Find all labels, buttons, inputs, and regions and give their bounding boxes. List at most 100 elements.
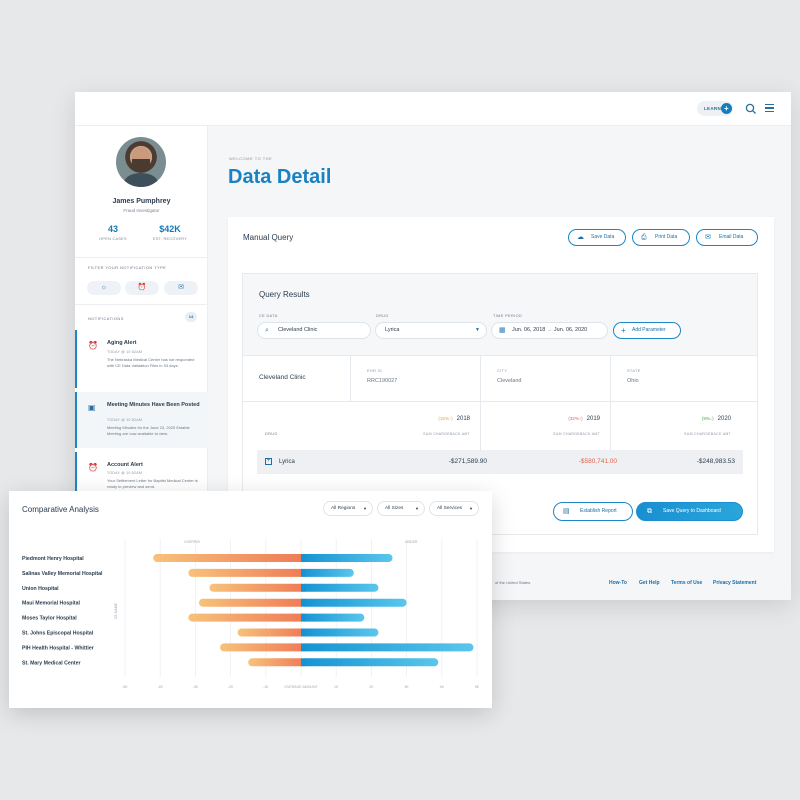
button-label: Print Data <box>655 234 678 240</box>
bar-overpay[interactable] <box>188 568 305 577</box>
ce-data-search-input[interactable]: ⌕ Cleveland Clinic <box>257 322 371 339</box>
inbox-icon: ▣ <box>88 403 96 412</box>
bar-under[interactable] <box>301 628 379 637</box>
footer-link-how-to[interactable]: How-To <box>609 580 627 586</box>
filter-chip-ideas[interactable]: ☼ <box>87 281 121 295</box>
row-drug-name: Lyrica <box>279 459 295 465</box>
entity-info-row: Cleveland Clinic EHR ID RRC190027 CITY C… <box>243 356 757 402</box>
menu-icon[interactable] <box>765 104 774 113</box>
drug-value: Lyrica <box>385 327 400 333</box>
query-results-header: Query Results CE DATA ⌕ Cleveland Clinic… <box>243 274 757 356</box>
entity-name: Cleveland Clinic <box>259 374 306 381</box>
search-icon: ⌕ <box>265 327 269 334</box>
notification-date: TODAY @ 10:52AM <box>107 418 143 422</box>
x-tick-label: -3K <box>193 685 199 689</box>
footer-link-get-help[interactable]: Get Help <box>639 580 660 586</box>
notification-body: The Nebraska Medical Center has not resp… <box>107 357 195 368</box>
divider <box>75 257 208 258</box>
x-tick-label: 2K <box>369 685 374 689</box>
bar-under[interactable] <box>301 613 365 622</box>
bar-under-joint <box>301 628 305 637</box>
drug-select[interactable]: Lyrica ▼ <box>375 322 487 339</box>
email-data-button[interactable]: ✉ Email Data <box>696 229 758 246</box>
year-column-2020[interactable]: (9%↓) 2020 SUM CHARGEBACK AMT <box>611 402 741 450</box>
alarm-icon: ⏰ <box>88 341 98 350</box>
stat-value: 43 <box>107 224 118 234</box>
avatar[interactable] <box>116 137 166 187</box>
bar-under-joint <box>301 613 305 622</box>
bar-overpay[interactable] <box>209 583 305 592</box>
add-parameter-button[interactable]: + Add Parameter <box>613 322 681 339</box>
notification-item[interactable]: ⏰ Aging Alert TODAY @ 10:52AM The Nebras… <box>75 330 208 388</box>
year-label: 2019 <box>586 416 600 422</box>
select-value: All Services <box>437 506 463 511</box>
user-name: James Pumphrey <box>112 198 171 205</box>
bar-under-joint <box>301 554 305 562</box>
bar-overpay[interactable] <box>153 554 305 562</box>
bar-under[interactable] <box>301 568 354 577</box>
caret-down-icon: ▼ <box>469 506 473 511</box>
select-value: All Sizes <box>385 506 404 511</box>
learn-button[interactable]: LEARN + <box>697 101 733 116</box>
year-header-row: (15%↑) 2018 SUM CHARGEBACK AMT (32%↑) 2019… <box>243 402 757 450</box>
bar-under[interactable] <box>301 554 393 562</box>
drug-label: DRUG <box>376 314 389 318</box>
city-value: Cleveland <box>497 378 522 384</box>
bar-under[interactable] <box>301 583 379 592</box>
regions-select[interactable]: All Regions ▼ <box>323 501 373 516</box>
calendar-icon: ▦ <box>499 327 506 334</box>
bar-overpay[interactable] <box>248 658 305 667</box>
page-title: Data Detail <box>228 166 332 188</box>
drug-column-label: DRUG <box>265 432 278 436</box>
change-indicator: (9%↓) <box>701 416 714 421</box>
query-results-title: Query Results <box>259 290 310 299</box>
search-icon[interactable] <box>745 103 757 115</box>
x-tick-label: 4K <box>440 685 445 689</box>
year-column-2019[interactable]: (32%↑) 2019 SUM CHARGEBACK AMT <box>481 402 611 450</box>
bar-overpay[interactable] <box>188 613 305 622</box>
sizes-select[interactable]: All Sizes ▼ <box>377 501 425 516</box>
row-value-2019: -$580,741.00 <box>578 458 617 465</box>
bar-under-joint <box>301 568 305 577</box>
dashboard-icon: ⧉ <box>647 508 652 515</box>
bar-overpay[interactable] <box>198 598 305 607</box>
stat-value: $42K <box>159 224 181 234</box>
plus-icon: + <box>621 326 626 335</box>
notification-body: Meeting Minutes for the June 23, 2020 Es… <box>107 425 190 436</box>
card-title: Manual Query <box>243 233 294 242</box>
date-range-picker[interactable]: ▦ Jun. 06, 2018 → Jun. 06, 2020 <box>491 322 608 339</box>
category-label: St. Mary Medical Center <box>22 660 81 666</box>
x-tick-label: OVERAGE AMOUNT <box>284 685 318 689</box>
bar-under[interactable] <box>301 643 474 652</box>
bar-under[interactable] <box>301 658 439 667</box>
filter-chip-alerts[interactable]: ⏰ <box>125 281 159 295</box>
notifications-title: NOTIFICATIONS <box>88 316 124 321</box>
category-label: Moses Taylor Hospital <box>22 616 77 622</box>
x-tick-label: -1K <box>263 685 269 689</box>
analysis-title: Comparative Analysis <box>22 505 99 514</box>
divider <box>75 304 208 305</box>
notification-item[interactable]: ▣ Meeting Minutes Have Been Posted TODAY… <box>75 392 208 448</box>
state-label: STATE <box>627 369 641 373</box>
caret-down-icon: ▼ <box>363 506 367 511</box>
footer-link-privacy[interactable]: Privacy Statement <box>713 580 757 586</box>
year-column-2018[interactable]: (15%↑) 2018 SUM CHARGEBACK AMT <box>351 402 481 450</box>
services-select[interactable]: All Services ▼ <box>429 501 479 516</box>
filter-chip-messages[interactable]: ✉ <box>164 281 198 295</box>
ehr-id-value: RRC190027 <box>367 378 398 384</box>
bar-under[interactable] <box>301 598 407 607</box>
state-value: Ohio <box>627 378 639 384</box>
bar-overpay[interactable] <box>237 628 305 637</box>
footer-link-terms[interactable]: Terms of Use <box>671 580 703 586</box>
print-data-button[interactable]: ⎙ Print Data <box>632 229 690 246</box>
save-data-button[interactable]: ☁ Save Data <box>568 229 626 246</box>
bar-under-joint <box>301 583 305 592</box>
time-period-label: TIME PERIOD <box>493 314 523 318</box>
notification-item[interactable]: ⏰ Account Alert TODAY @ 10:52AM Your Set… <box>75 452 208 502</box>
state-cell: STATE Ohio <box>611 356 759 402</box>
establish-report-button[interactable]: ▤ Establish Report <box>553 502 633 521</box>
table-row[interactable]: + Lyrica -$271,589.90 -$580,741.00 -$248… <box>257 450 743 474</box>
expand-icon[interactable]: + <box>265 458 272 465</box>
save-query-to-dashboard-button[interactable]: ⧉ Save Query to Dashboard <box>636 502 743 521</box>
bar-overpay[interactable] <box>220 643 305 652</box>
